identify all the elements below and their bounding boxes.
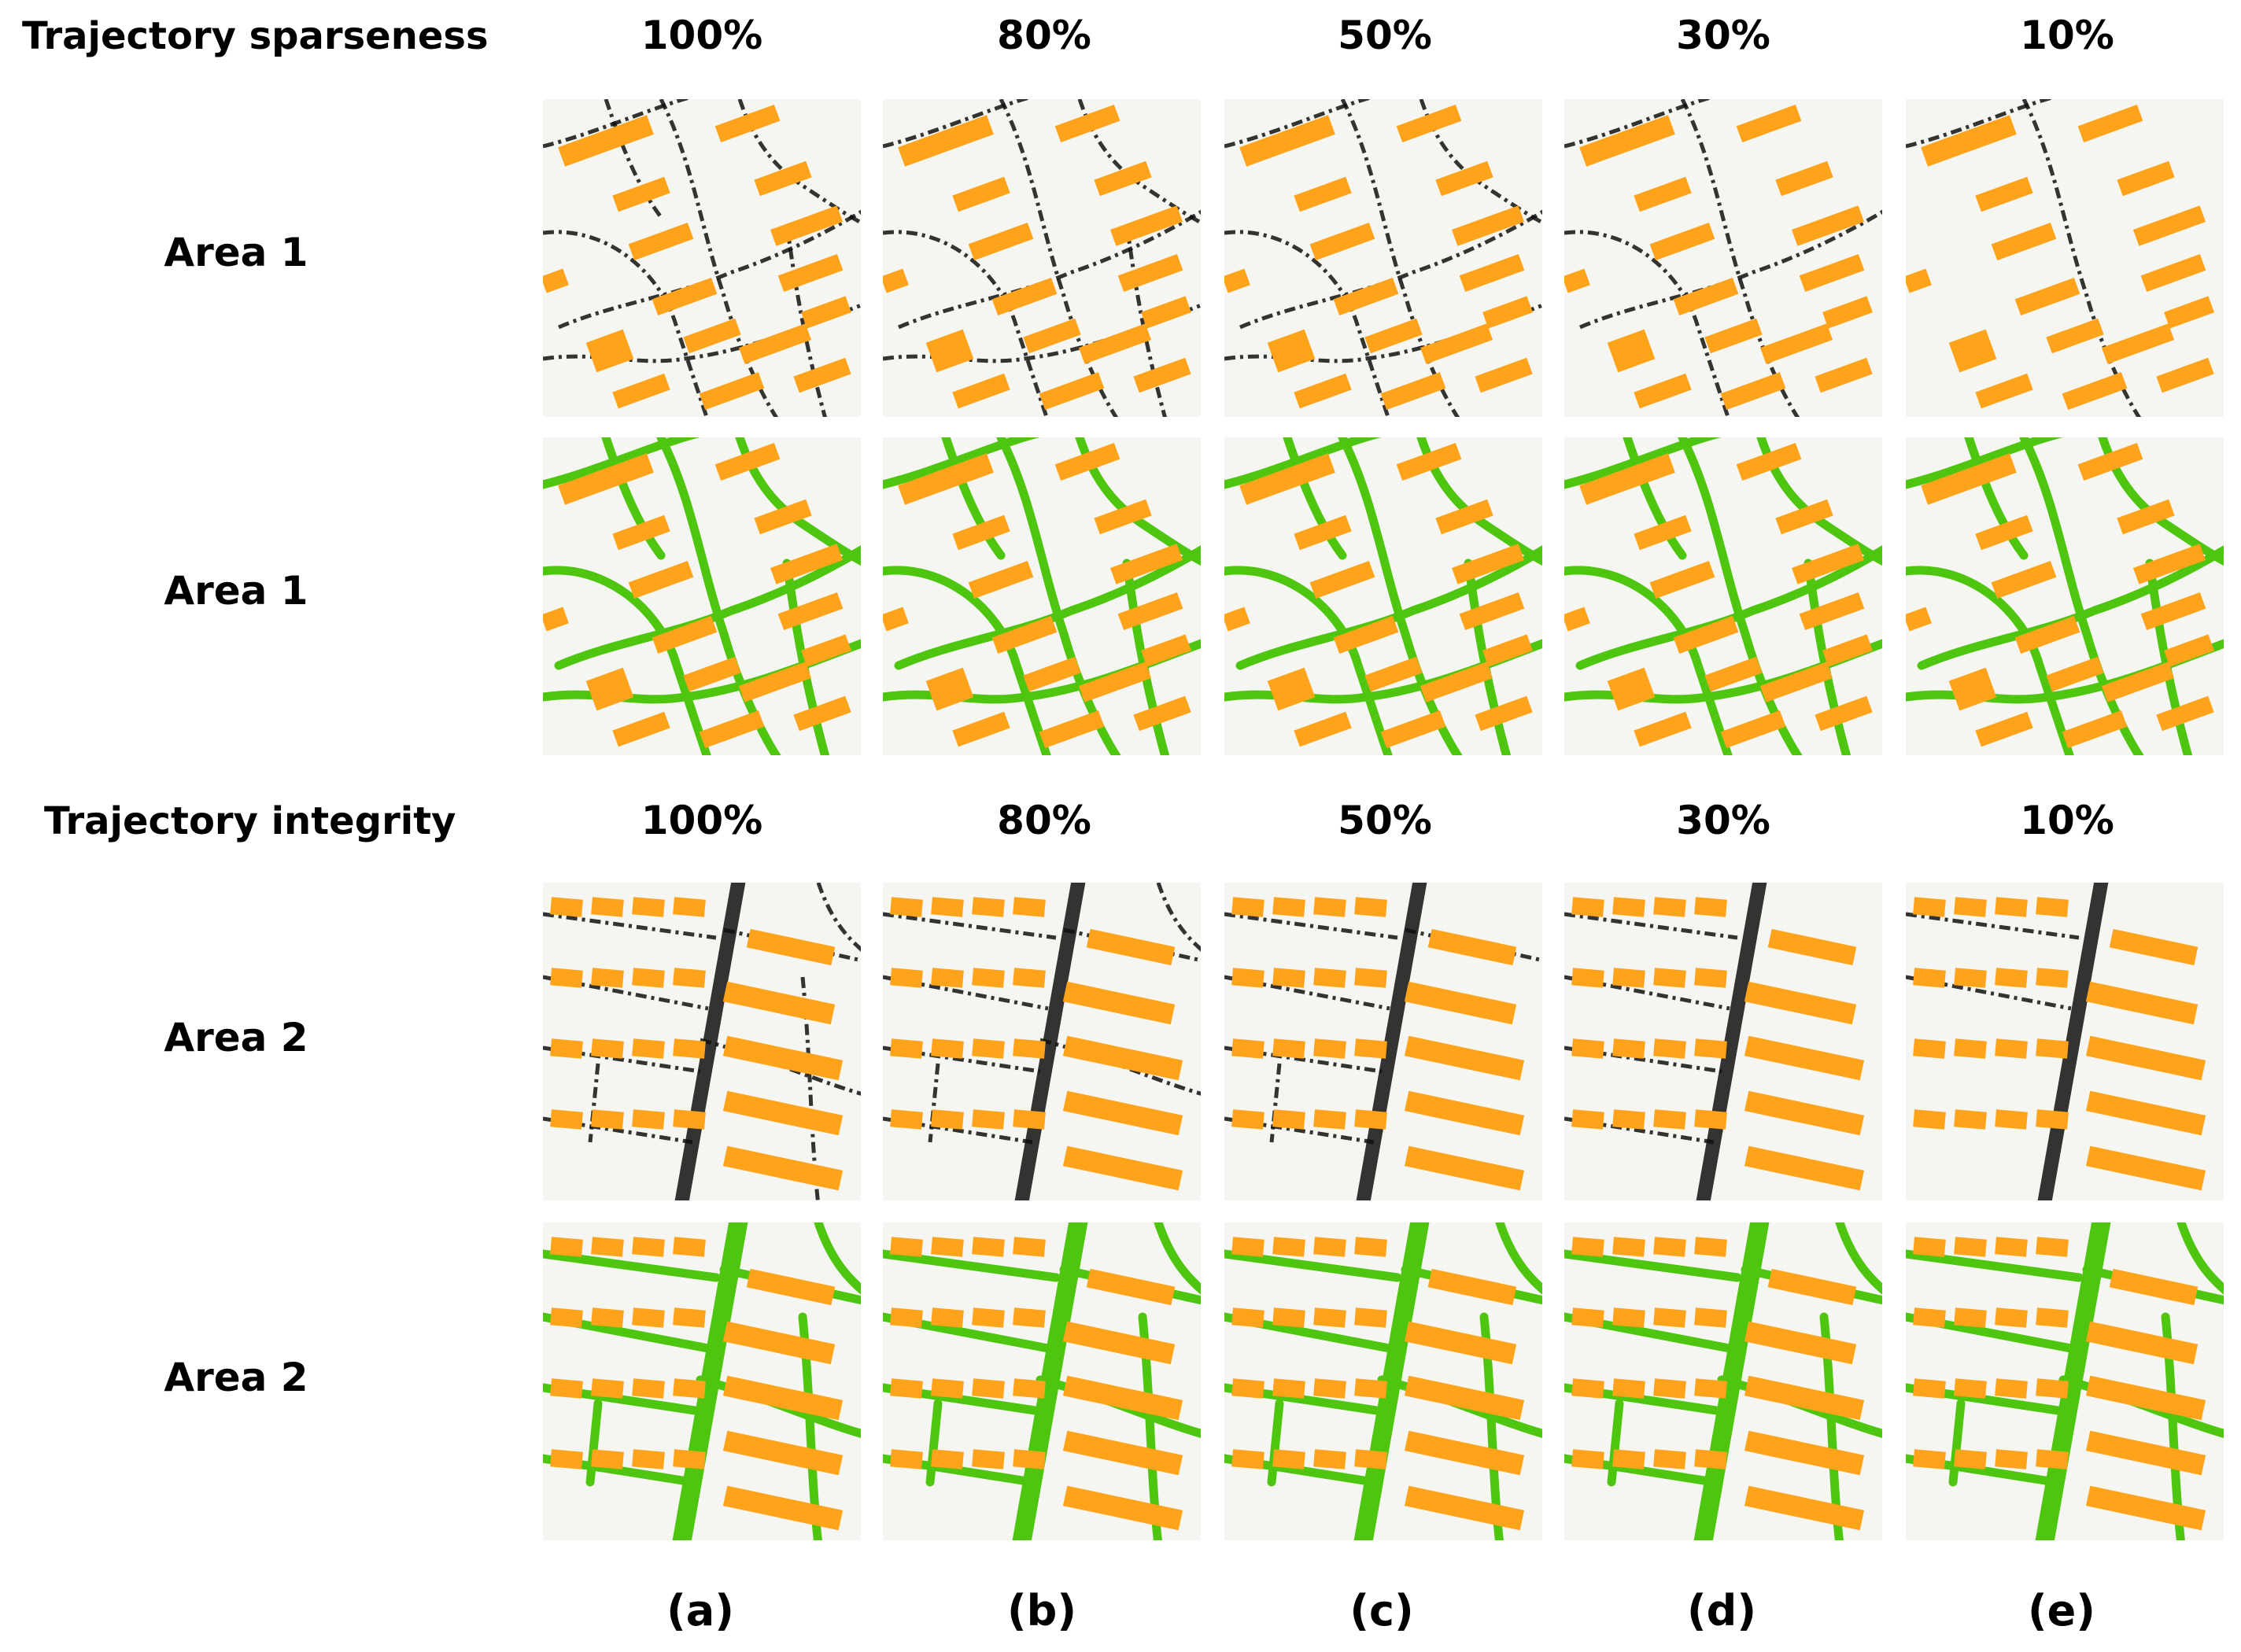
area1-road-map-a	[543, 437, 861, 755]
row-label-4: Area 2	[164, 1355, 308, 1400]
column-label-b: (b)	[1006, 1586, 1076, 1635]
sparseness-level-b: 80%	[997, 13, 1091, 58]
area1-trajectory-map-e	[1906, 99, 2224, 417]
sparseness-level-e: 10%	[2020, 13, 2114, 58]
area2-trajectory-map-e	[1906, 883, 2224, 1200]
area1-road-map-d	[1564, 437, 1882, 755]
column-label-a: (a)	[666, 1586, 734, 1635]
sparseness-level-a: 100%	[641, 13, 763, 58]
row-label-1: Area 1	[164, 230, 308, 275]
area2-road-map-d	[1564, 1222, 1882, 1540]
area2-trajectory-map-d	[1564, 883, 1882, 1200]
area2-road-map-c	[1224, 1222, 1542, 1540]
row-label-3: Area 2	[164, 1015, 308, 1060]
sparseness-title: Trajectory sparseness	[22, 14, 489, 58]
sparseness-level-d: 30%	[1676, 13, 1770, 58]
integrity-level-e: 10%	[2020, 798, 2114, 843]
column-label-c: (c)	[1349, 1586, 1414, 1635]
area2-trajectory-map-b	[883, 883, 1201, 1200]
area1-trajectory-map-a	[543, 99, 861, 417]
integrity-level-b: 80%	[997, 798, 1091, 843]
integrity-level-d: 30%	[1676, 798, 1770, 843]
area1-road-map-e	[1906, 437, 2224, 755]
area1-road-map-b	[883, 437, 1201, 755]
area2-road-map-e	[1906, 1222, 2224, 1540]
integrity-level-c: 50%	[1338, 798, 1432, 843]
area2-trajectory-map-c	[1224, 883, 1542, 1200]
area1-trajectory-map-c	[1224, 99, 1542, 417]
area1-trajectory-map-b	[883, 99, 1201, 417]
area1-trajectory-map-d	[1564, 99, 1882, 417]
area2-road-map-b	[883, 1222, 1201, 1540]
sparseness-level-c: 50%	[1338, 13, 1432, 58]
integrity-level-a: 100%	[641, 798, 763, 843]
area2-trajectory-map-a	[543, 883, 861, 1200]
integrity-title: Trajectory integrity	[44, 799, 456, 843]
row-label-2: Area 1	[164, 568, 308, 614]
area1-road-map-c	[1224, 437, 1542, 755]
area2-road-map-a	[543, 1222, 861, 1540]
column-label-e: (e)	[2028, 1586, 2095, 1635]
column-label-d: (d)	[1686, 1586, 1756, 1635]
